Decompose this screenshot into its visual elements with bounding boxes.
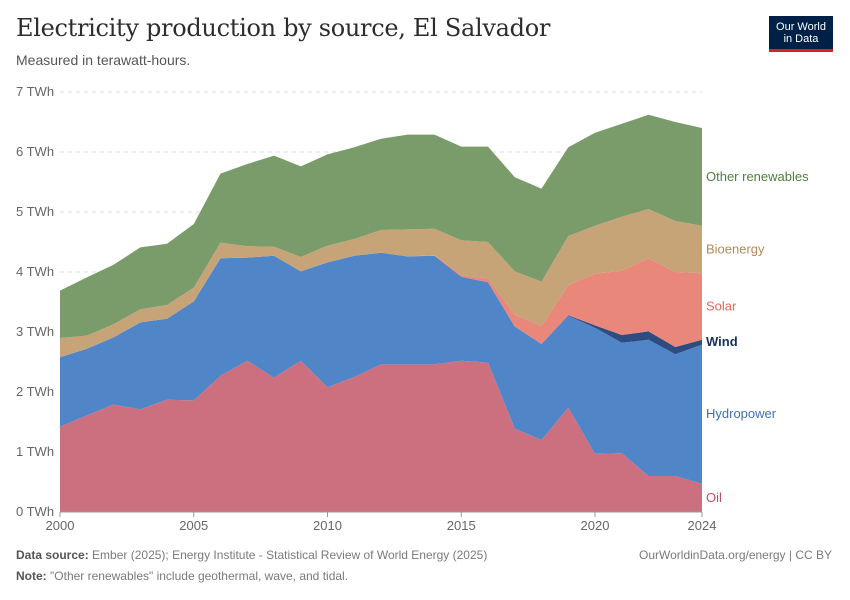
y-tick-label: 3 TWh (16, 324, 54, 339)
source-label: Data source: (16, 548, 89, 562)
y-tick-label: 0 TWh (16, 504, 54, 519)
y-tick-label: 1 TWh (16, 444, 54, 459)
note-label: Note: (16, 569, 47, 583)
series-label-solar[interactable]: Solar (706, 299, 737, 314)
chart-title: Electricity production by source, El Sal… (16, 14, 551, 42)
note-text: "Other renewables" include geothermal, w… (50, 569, 349, 583)
area-hydropower[interactable] (60, 252, 702, 484)
series-label-wind[interactable]: Wind (706, 334, 738, 349)
x-tick-label: 2005 (179, 518, 208, 533)
chart-subtitle: Measured in terawatt-hours. (16, 52, 191, 68)
logo-line-1: Our World (776, 20, 826, 33)
credit-link[interactable]: OurWorldinData.org/energy | CC BY (639, 548, 832, 562)
note-line: Note: "Other renewables" include geother… (16, 569, 348, 583)
x-tick-label: 2020 (581, 518, 610, 533)
y-tick-label: 4 TWh (16, 264, 54, 279)
area-other-renewables[interactable] (60, 114, 702, 338)
y-tick-label: 2 TWh (16, 384, 54, 399)
y-tick-label: 7 TWh (16, 84, 54, 99)
series-label-bioenergy[interactable]: Bioenergy (706, 242, 765, 257)
y-axis-ticks: 0 TWh 1 TWh 2 TWh 3 TWh 4 TWh 5 TWh 6 TWh 7 TWh (16, 84, 54, 519)
x-tick-label: 2000 (46, 518, 75, 533)
area-solar[interactable] (60, 252, 702, 358)
area-bioenergy[interactable] (60, 209, 702, 358)
source-line: Data source: Ember (2025); Energy Instit… (16, 548, 487, 562)
x-tick-label: 2024 (688, 518, 717, 533)
series-label-hydropower[interactable]: Hydropower (706, 406, 777, 421)
series-label-other-renewables[interactable]: Other renewables (706, 169, 809, 184)
y-tick-label: 6 TWh (16, 144, 54, 159)
stacked-areas (60, 114, 702, 512)
series-labels: Other renewables Bioenergy Solar Wind Hydrop… (706, 169, 809, 505)
y-tick-label: 5 TWh (16, 204, 54, 219)
x-tick-label: 2010 (313, 518, 342, 533)
area-oil[interactable] (60, 360, 702, 512)
x-axis: 2000 2005 2010 2015 2020 2024 (46, 511, 717, 533)
source-text[interactable]: Ember (2025); Energy Institute - Statist… (92, 548, 488, 562)
x-tick-label: 2015 (447, 518, 476, 533)
logo-line-2: in Data (783, 32, 819, 45)
series-label-oil[interactable]: Oil (706, 490, 722, 505)
owid-logo[interactable]: Our World in Data (769, 16, 833, 52)
